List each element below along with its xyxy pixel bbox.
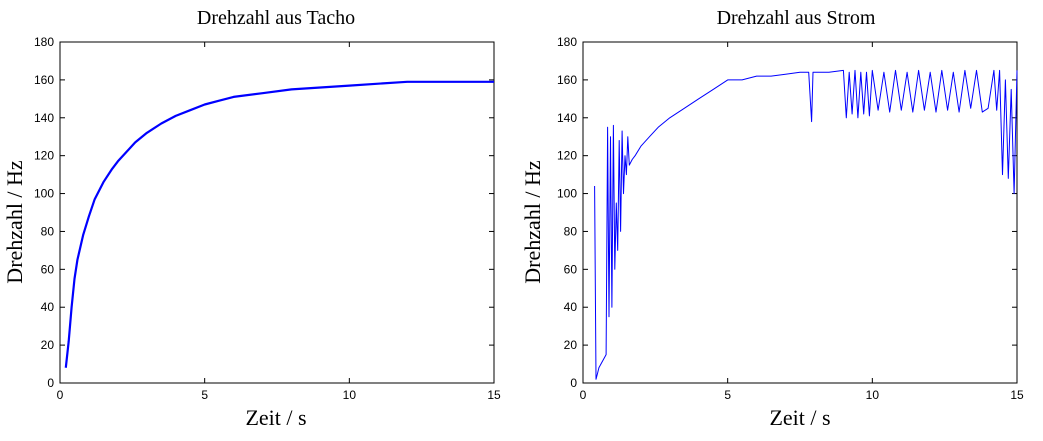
tacho-ticks: 0 5 10 15 0 20 40 60 80 100 120 140 160 180 [34, 35, 501, 402]
tacho-y-axis-label: Drehzahl / Hz [2, 160, 27, 284]
tacho-series-group [64, 80, 494, 368]
strom-y-tick-label: 40 [564, 300, 578, 314]
tacho-series-line [64, 80, 494, 368]
tacho-y-tick-label: 120 [34, 149, 54, 163]
strom-ticks: 0 5 10 15 0 20 40 60 80 100 120 140 160 180 [557, 35, 1024, 402]
strom-series-line [594, 69, 1018, 380]
strom-x-axis-label: Zeit / s [769, 405, 830, 430]
tacho-x-tick-label: 15 [487, 388, 501, 402]
strom-x-tick-label: 0 [580, 388, 587, 402]
tacho-y-tick-label: 40 [41, 300, 55, 314]
strom-chart: Drehzahl aus Strom Zeit / s Drehzahl / H… [520, 7, 1024, 430]
strom-y-tick-label: 20 [564, 338, 578, 352]
tacho-y-tick-label: 100 [34, 187, 54, 201]
tacho-plot-frame [59, 41, 495, 384]
tacho-chart-title: Drehzahl aus Tacho [197, 7, 355, 29]
strom-y-axis-label: Drehzahl / Hz [520, 160, 545, 284]
strom-y-tick-label: 100 [557, 187, 577, 201]
tacho-y-tick-label: 80 [41, 224, 55, 238]
strom-series-group [594, 69, 1018, 380]
strom-y-tick-label: 120 [557, 149, 577, 163]
tacho-y-tick-label: 160 [34, 73, 54, 87]
strom-plot-frame [582, 41, 1018, 384]
strom-y-tick-label: 160 [557, 73, 577, 87]
tacho-y-tick-label: 60 [41, 262, 55, 276]
tacho-y-tick-label: 20 [41, 338, 55, 352]
strom-x-tick-label: 15 [1010, 388, 1024, 402]
strom-x-tick-label: 5 [724, 388, 731, 402]
tacho-x-tick-label: 0 [57, 388, 64, 402]
strom-y-tick-label: 180 [557, 35, 577, 49]
strom-y-tick-label: 140 [557, 111, 577, 125]
strom-chart-title: Drehzahl aus Strom [717, 7, 876, 29]
strom-x-tick-label: 10 [866, 388, 880, 402]
strom-y-tick-label: 0 [570, 376, 577, 390]
strom-y-tick-label: 80 [564, 224, 578, 238]
tacho-y-tick-label: 140 [34, 111, 54, 125]
tacho-y-tick-label: 0 [47, 376, 54, 390]
tacho-x-axis-label: Zeit / s [245, 405, 306, 430]
tacho-x-tick-label: 10 [343, 388, 357, 402]
tacho-y-tick-label: 180 [34, 35, 54, 49]
tacho-x-tick-label: 5 [201, 388, 208, 402]
tacho-chart: Drehzahl aus Tacho Zeit / s Drehzahl / H… [2, 7, 501, 430]
strom-y-tick-label: 60 [564, 262, 578, 276]
